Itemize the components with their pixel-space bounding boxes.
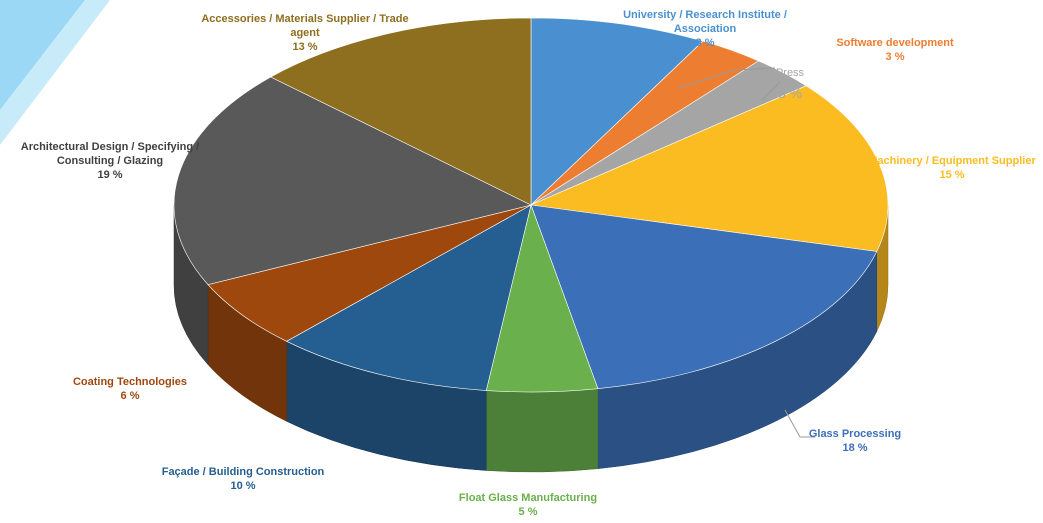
value-label: 13 % bbox=[292, 41, 318, 53]
category-label: Glass Processing bbox=[808, 428, 902, 440]
category-label: Coating Technologies bbox=[72, 376, 188, 388]
value-label: 6 % bbox=[120, 390, 140, 402]
leader-line bbox=[761, 81, 781, 101]
category-label: Accessories / Materials Supplier / Trade… bbox=[201, 13, 409, 39]
value-label: 8 % bbox=[695, 37, 715, 49]
value-label: 15 % bbox=[939, 169, 965, 181]
leaders bbox=[677, 67, 815, 438]
slice-label: Press 3 % bbox=[730, 66, 850, 100]
slice-label: Coating Technologies 6 % bbox=[50, 375, 210, 403]
slice-label: Façade / Building Construction 10 % bbox=[143, 465, 343, 493]
value-label: 3 % bbox=[885, 51, 905, 63]
slice-label: Software development 3 % bbox=[795, 36, 995, 64]
leader-line bbox=[677, 67, 776, 89]
slice-side bbox=[486, 388, 599, 473]
category-label: Architectural Design / Specifying / Cons… bbox=[20, 141, 200, 167]
value-label: 10 % bbox=[230, 480, 256, 492]
slice-label: Float Glass Manufacturing 5 % bbox=[428, 491, 628, 519]
slice bbox=[207, 204, 532, 342]
value-label: 3 % bbox=[777, 85, 803, 101]
slice bbox=[530, 17, 704, 206]
slice-label: University / Research Institute / Associ… bbox=[598, 8, 813, 50]
category-label: Façade / Building Construction bbox=[161, 466, 325, 478]
slice bbox=[529, 85, 889, 252]
category-label: Press bbox=[775, 67, 805, 79]
category-label: Float Glass Manufacturing bbox=[458, 492, 598, 504]
slice bbox=[270, 17, 532, 206]
value-label: 19 % bbox=[97, 169, 123, 181]
slice bbox=[530, 204, 878, 390]
leader-line bbox=[784, 409, 815, 438]
slice-label: Glass Processing 18 % bbox=[775, 427, 935, 455]
slice-label: Accessories / Materials Supplier / Trade… bbox=[195, 12, 415, 54]
decor bbox=[0, 0, 110, 145]
slice bbox=[173, 76, 532, 285]
slice-label: Machinery / Equipment Supplier 15 % bbox=[857, 154, 1043, 182]
slice-label: Architectural Design / Specifying / Cons… bbox=[0, 140, 223, 182]
category-label: University / Research Institute / Associ… bbox=[623, 9, 787, 35]
value-label: 5 % bbox=[518, 506, 538, 518]
slice bbox=[285, 204, 532, 391]
category-label: Software development bbox=[836, 37, 954, 49]
category-label: Machinery / Equipment Supplier bbox=[868, 155, 1036, 167]
pie-tops bbox=[173, 17, 889, 393]
value-label: 18 % bbox=[842, 442, 868, 454]
